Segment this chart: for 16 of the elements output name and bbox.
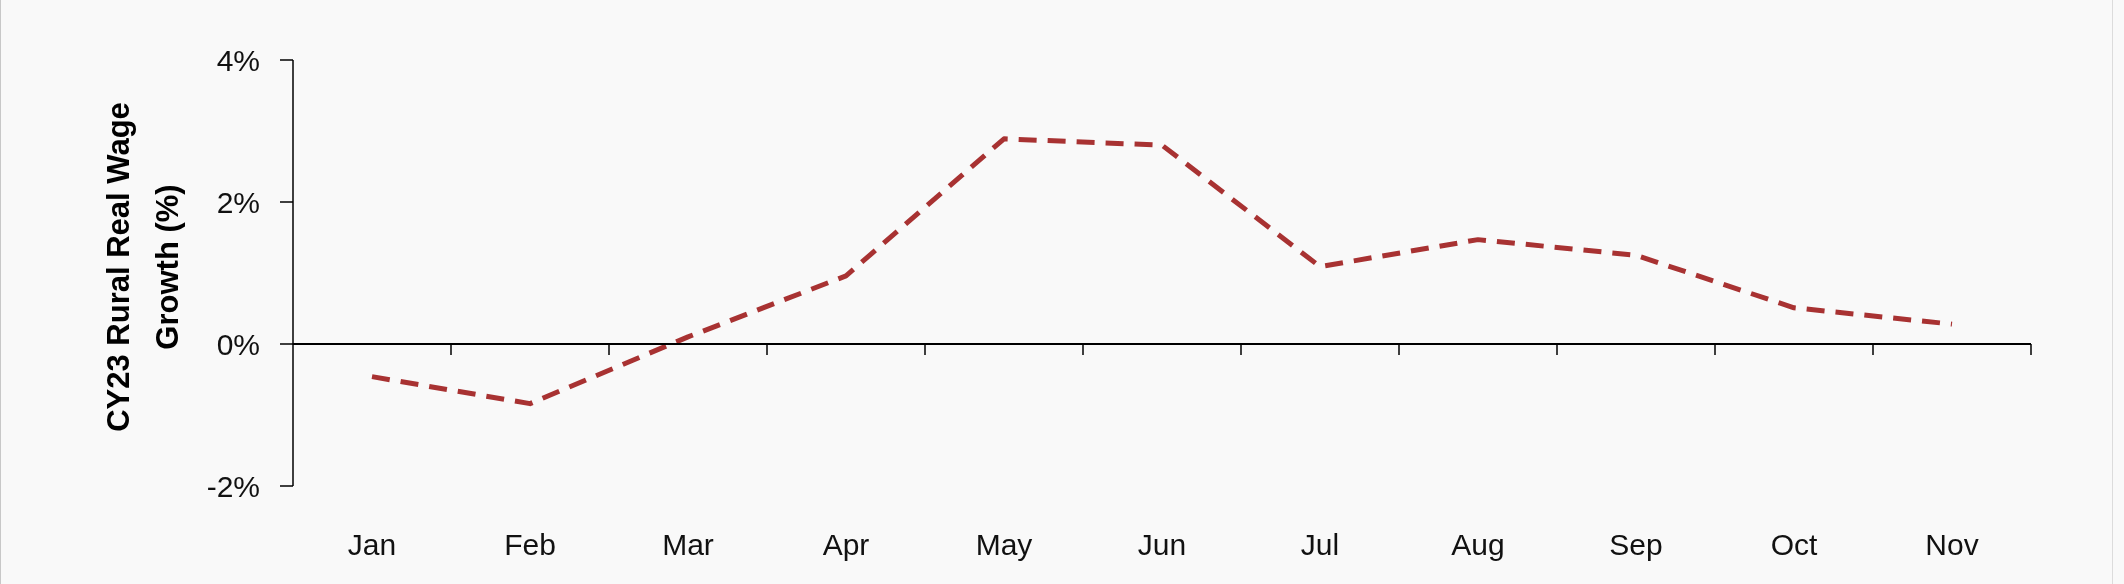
x-tick-label: Jul — [1300, 527, 1340, 561]
x-tick-label: Jan — [347, 527, 397, 561]
x-tick-label: Apr — [822, 527, 870, 561]
x-tick-label: Oct — [1770, 527, 1818, 561]
y-tick-label: 4% — [216, 43, 260, 77]
x-tick-label: Feb — [504, 527, 556, 561]
x-tick-label: Mar — [662, 527, 714, 561]
x-tick-label: Nov — [1925, 527, 1979, 561]
x-tick-label: Jun — [1137, 527, 1187, 561]
y-tick-label: 0% — [216, 327, 260, 361]
y-tick-label: 2% — [216, 185, 260, 219]
x-tick-label: Aug — [1451, 527, 1505, 561]
y-tick-label: -2% — [206, 469, 260, 503]
x-tick-label: Sep — [1609, 527, 1663, 561]
x-tick-label: May — [975, 527, 1033, 561]
y-axis-title: CY23 Rural Real Wage Growth (%) — [101, 102, 185, 432]
